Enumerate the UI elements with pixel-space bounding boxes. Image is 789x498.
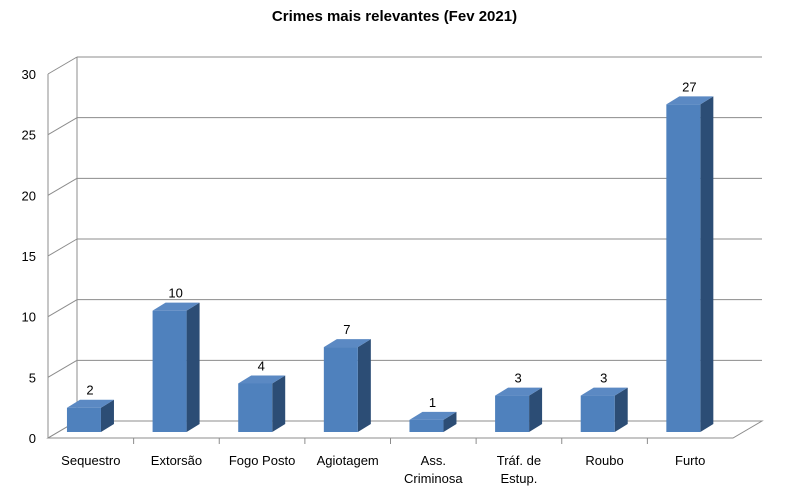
y-tick-label: 10 [22, 310, 36, 325]
x-tick-label: Sequestro [61, 453, 120, 468]
y-tick-label: 30 [22, 67, 36, 82]
bar [495, 395, 530, 432]
y-tick-label: 0 [29, 431, 36, 446]
gridline-diagonal [47, 56, 78, 75]
y-tick-label: 25 [22, 128, 36, 143]
bar [152, 310, 187, 432]
x-tick-label: Fogo Posto [229, 453, 296, 468]
chart-title: Crimes mais relevantes (Fev 2021) [271, 8, 518, 25]
x-tick-label: Furto [675, 453, 705, 468]
bar-side [100, 399, 114, 432]
data-label: 7 [343, 322, 350, 337]
data-label: 4 [258, 358, 265, 373]
bar-side [529, 387, 543, 432]
x-tick-label: Tráf. de [497, 453, 541, 468]
bar-side [272, 375, 286, 432]
bar [580, 395, 615, 432]
bar [666, 104, 701, 433]
bar [409, 419, 444, 432]
x-tick-label: Agiotagem [317, 453, 379, 468]
bar [66, 407, 101, 432]
gridline-diagonal [47, 299, 78, 318]
x-tick-label: Criminosa [404, 471, 463, 486]
gridline-diagonal [47, 117, 78, 136]
x-tick-label: Ass. [421, 453, 446, 468]
bar [323, 347, 358, 432]
y-tick-label: 5 [29, 370, 36, 385]
bar-top [666, 96, 714, 105]
gridline-diagonal [47, 177, 78, 196]
x-tick-label: Extorsão [151, 453, 202, 468]
data-label: 3 [514, 371, 521, 386]
bar-side [700, 96, 714, 433]
gridline-diagonal [47, 238, 78, 257]
data-label: 2 [86, 383, 93, 398]
gridline-diagonal [47, 359, 78, 378]
x-tick-label: Estup. [501, 471, 538, 486]
bar-side [186, 302, 200, 432]
y-tick-label: 15 [22, 249, 36, 264]
x-tick-label: Roubo [585, 453, 623, 468]
bar-side [357, 339, 371, 432]
bar-top [66, 399, 114, 408]
data-label: 1 [429, 395, 436, 410]
data-label: 10 [168, 286, 182, 301]
bar-side [614, 387, 628, 432]
data-label: 27 [682, 79, 696, 94]
bar-top [238, 375, 286, 384]
bar-top [323, 339, 371, 348]
bar [238, 383, 273, 432]
y-tick-label: 20 [22, 188, 36, 203]
bar-top [495, 387, 543, 396]
bar-top [409, 411, 457, 420]
bar-top [152, 302, 200, 311]
bar-top [580, 387, 628, 396]
data-label: 3 [600, 371, 607, 386]
bar-side [443, 411, 457, 432]
